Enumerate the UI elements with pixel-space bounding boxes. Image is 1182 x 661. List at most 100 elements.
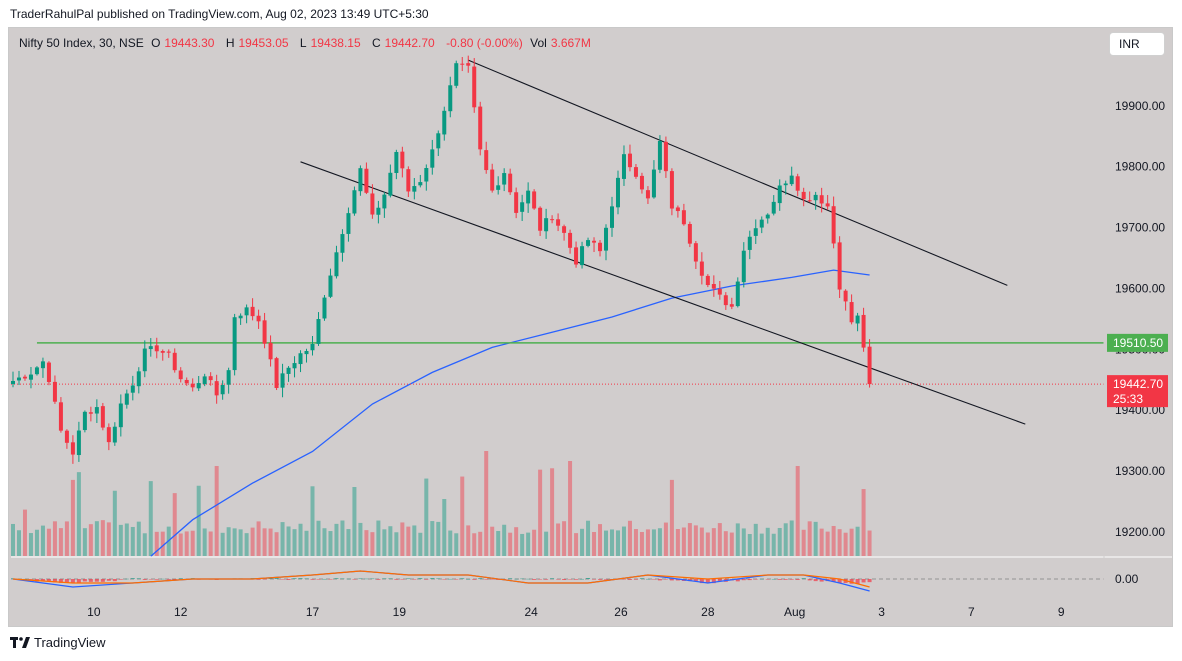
low-label: L bbox=[299, 36, 307, 50]
macd-histogram-bar bbox=[370, 578, 375, 580]
candle-body bbox=[208, 376, 213, 381]
candle-body bbox=[514, 192, 519, 213]
volume-bar bbox=[262, 528, 267, 556]
volume-bar bbox=[352, 487, 357, 556]
macd-histogram-bar bbox=[394, 579, 399, 580]
time-tick-label: 26 bbox=[614, 605, 628, 619]
volume-bar bbox=[532, 529, 537, 556]
volume-bar bbox=[657, 528, 662, 556]
candle-body bbox=[615, 177, 620, 208]
candle-body bbox=[280, 373, 285, 388]
macd-histogram-bar bbox=[580, 578, 585, 580]
candle-body bbox=[681, 210, 686, 225]
candle-body bbox=[657, 140, 662, 170]
macd-histogram-bar bbox=[118, 579, 123, 580]
symbol-name[interactable]: Nifty 50 Index, 30, NSE bbox=[19, 36, 144, 50]
chart-pane[interactable]: 0.00 19200.0019300.0019400.0019500.00196… bbox=[8, 27, 1173, 627]
volume-bar bbox=[651, 529, 656, 556]
candle-body bbox=[358, 168, 363, 192]
candle-body bbox=[244, 307, 249, 316]
candle-body bbox=[639, 175, 644, 190]
volume-bar bbox=[58, 528, 63, 556]
macd-histogram-bar bbox=[460, 578, 465, 579]
volume-bar bbox=[490, 526, 495, 556]
candle-body bbox=[651, 169, 656, 198]
volume-value: 3.667M bbox=[550, 36, 591, 50]
volume-bar bbox=[615, 530, 620, 556]
macd-histogram-bar bbox=[292, 578, 297, 579]
volume-bar bbox=[514, 527, 519, 556]
price-chart[interactable]: 0.00 19200.0019300.0019400.0019500.00196… bbox=[9, 28, 1172, 626]
volume-bar bbox=[627, 520, 632, 556]
candle-body bbox=[442, 110, 447, 135]
macd-histogram-bar bbox=[586, 578, 591, 579]
trend-channel[interactable] bbox=[300, 59, 1026, 425]
candle-body bbox=[40, 361, 45, 369]
volume-bar bbox=[256, 521, 261, 556]
macd-histogram-bar bbox=[328, 579, 333, 580]
macd-histogram-bar bbox=[669, 579, 674, 581]
volume-bar bbox=[316, 520, 321, 556]
volume-bar bbox=[538, 469, 543, 556]
current-label-bg bbox=[1107, 375, 1168, 408]
macd-histogram-bar bbox=[592, 579, 597, 580]
volume-bar bbox=[310, 486, 315, 556]
macd-histogram-bar bbox=[424, 579, 429, 580]
macd-histogram-bar bbox=[807, 579, 812, 581]
current-price-text: 19442.70 bbox=[1113, 377, 1163, 391]
volume-bar bbox=[496, 530, 501, 556]
candle-body bbox=[675, 207, 680, 212]
candle-body bbox=[759, 219, 764, 228]
volume-bar bbox=[136, 521, 141, 556]
volume-bar bbox=[723, 531, 728, 556]
volume-bar bbox=[238, 529, 243, 556]
tradingview-logo[interactable]: TradingView bbox=[10, 635, 106, 650]
macd-histogram-bar bbox=[801, 578, 806, 579]
volume-bar bbox=[88, 524, 93, 556]
candle-body bbox=[94, 407, 99, 414]
time-tick-label: 9 bbox=[1058, 605, 1065, 619]
volume-bar bbox=[562, 521, 567, 556]
candle-body bbox=[472, 66, 477, 108]
support-line[interactable] bbox=[11, 342, 1104, 385]
candle-body bbox=[124, 393, 129, 405]
currency-button[interactable]: INR bbox=[1109, 32, 1165, 56]
candle-body bbox=[136, 371, 141, 387]
support-price-label: 19510.50 bbox=[1107, 333, 1168, 352]
candle-body bbox=[520, 202, 525, 212]
candle-body bbox=[837, 242, 842, 290]
volume-bar bbox=[819, 528, 824, 556]
volume-bar bbox=[226, 527, 231, 556]
macd-histogram-bar bbox=[334, 578, 339, 579]
macd-histogram-bar bbox=[382, 578, 387, 579]
candle-body bbox=[544, 218, 549, 232]
macd-histogram-bar bbox=[124, 578, 129, 580]
macd-histogram-bar bbox=[711, 579, 716, 584]
macd-histogram-bar bbox=[490, 579, 495, 580]
trendline-lower bbox=[300, 161, 1026, 425]
volume-bar bbox=[855, 526, 860, 556]
candle-body bbox=[610, 206, 614, 228]
candle-body bbox=[178, 370, 183, 380]
candle-body bbox=[352, 190, 357, 214]
volume-bar bbox=[771, 533, 776, 556]
macd-histogram-bar bbox=[478, 578, 483, 579]
volume-bar bbox=[16, 530, 21, 556]
volume-bar bbox=[340, 520, 345, 556]
volume-bar bbox=[154, 531, 159, 556]
volume-bar bbox=[40, 525, 45, 556]
volume-bar bbox=[867, 530, 872, 556]
macd-histogram-bar bbox=[322, 578, 327, 580]
time-axis[interactable]: 10 12 17 19 24 26 28 Aug 3 7 9 bbox=[87, 605, 1065, 619]
time-tick-label: 28 bbox=[701, 605, 715, 619]
candle-body bbox=[370, 193, 375, 215]
candle-body bbox=[532, 191, 537, 209]
candle-body bbox=[484, 150, 489, 171]
time-tick-label: 19 bbox=[393, 605, 407, 619]
macd-histogram-bar bbox=[765, 579, 770, 580]
candle-body bbox=[70, 442, 75, 455]
tradingview-icon bbox=[10, 636, 30, 648]
volume-bar bbox=[34, 529, 39, 556]
macd-histogram-bar bbox=[855, 579, 860, 584]
candle-body bbox=[274, 358, 279, 388]
